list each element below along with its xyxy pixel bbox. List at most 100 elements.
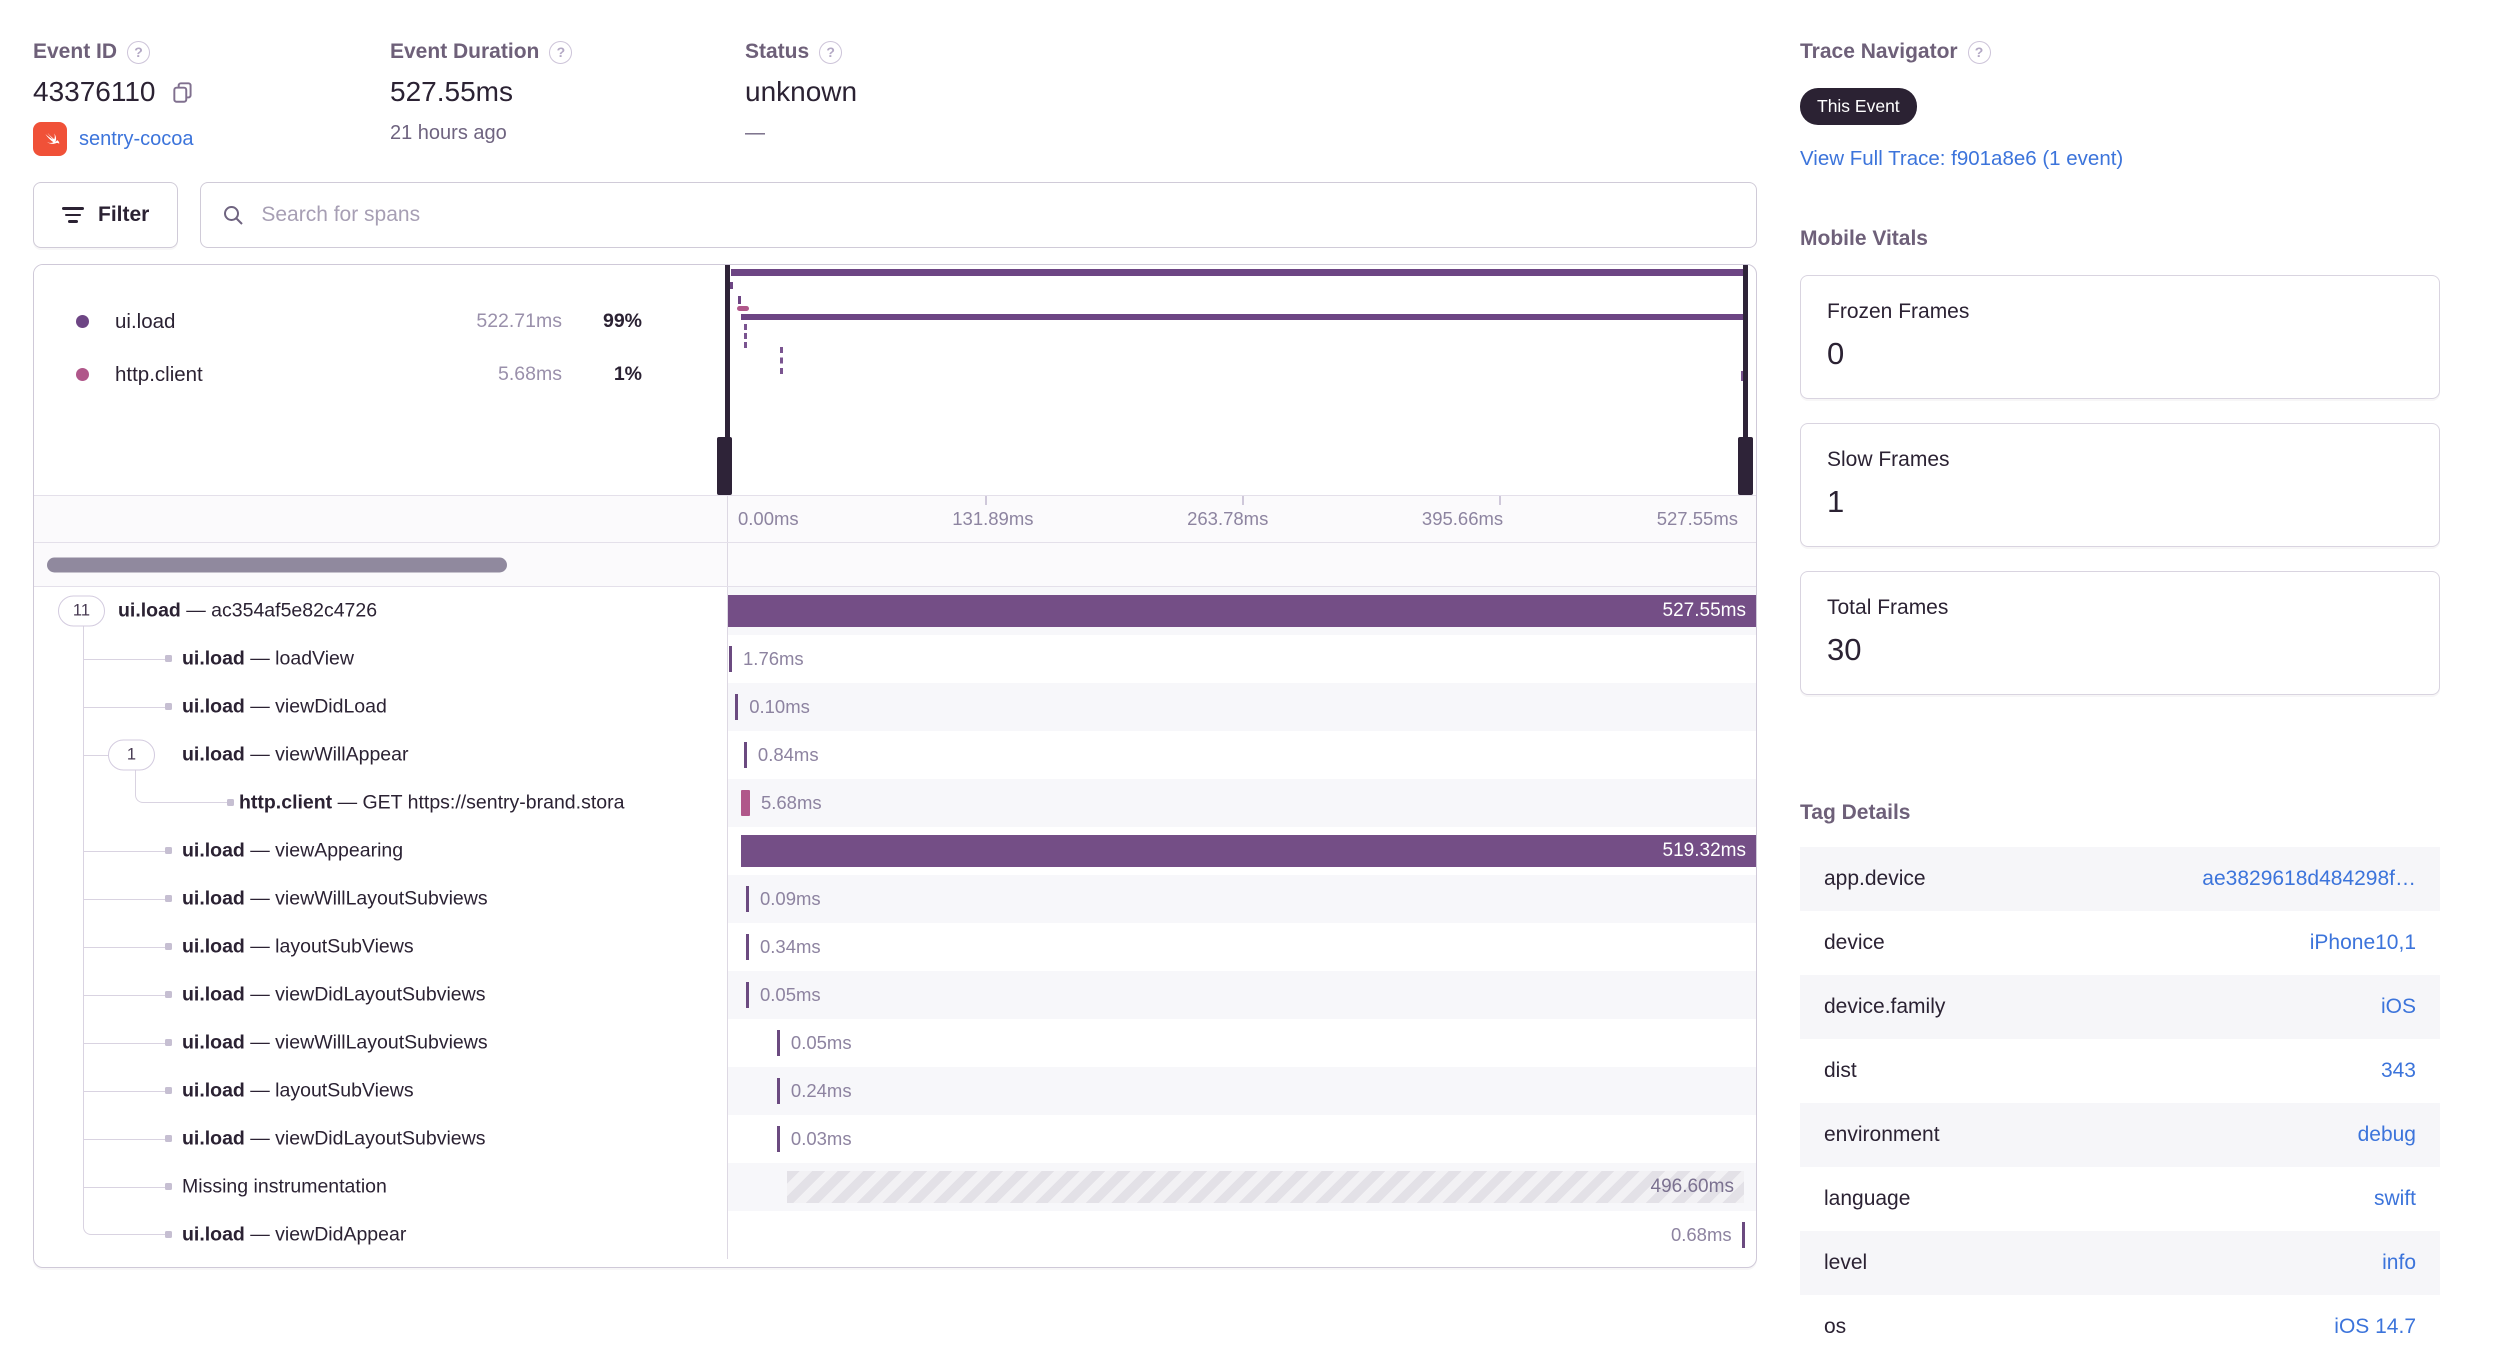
span-tree-cell[interactable]: ui.load — viewAppearing — [34, 827, 728, 875]
main-column: Event ID ? 43376110 sentry-co — [33, 22, 1757, 1268]
span-duration-bar[interactable]: 527.55ms — [728, 595, 1756, 627]
minimap-right-handle[interactable] — [1738, 265, 1753, 495]
span-row[interactable]: ui.load — layoutSubViews 0.34ms — [34, 923, 1756, 971]
legend-item: ui.load 522.71ms 99% — [76, 295, 642, 348]
tag-value-link[interactable]: iOS 14.7 — [2334, 1315, 2416, 1338]
tag-row: device.family iOS — [1800, 975, 2440, 1039]
copy-icon[interactable] — [170, 79, 196, 105]
span-duration-label: 0.05ms — [759, 984, 821, 1005]
event-id-block: Event ID ? 43376110 sentry-co — [33, 22, 390, 156]
span-bar-cell[interactable]: 0.34ms — [728, 923, 1756, 971]
span-bar-cell[interactable]: 496.60ms — [728, 1163, 1756, 1211]
span-bar-cell[interactable]: 0.09ms — [728, 875, 1756, 923]
span-duration-label: 496.60ms — [1650, 1176, 1734, 1197]
help-icon[interactable]: ? — [1967, 40, 1991, 64]
tree-node-dot — [165, 703, 172, 710]
span-tree-cell[interactable]: ui.load — loadView — [34, 635, 728, 683]
span-bar-cell[interactable]: 1.76ms — [728, 635, 1756, 683]
help-icon[interactable]: ? — [549, 40, 573, 64]
tag-value-link[interactable]: debug — [2357, 1123, 2416, 1146]
tree-node-dot — [165, 1183, 172, 1190]
tag-row: level info — [1800, 1231, 2440, 1295]
span-duration-bar[interactable]: 519.32ms — [740, 835, 1756, 867]
tree-connector — [83, 899, 165, 900]
tag-value-link[interactable]: swift — [2374, 1187, 2416, 1210]
span-search[interactable] — [200, 182, 1757, 248]
trace-navigator-title: Trace Navigator — [1800, 40, 1958, 63]
span-bar-cell[interactable]: 0.10ms — [728, 683, 1756, 731]
filter-button[interactable]: Filter — [33, 182, 179, 248]
span-count-badge[interactable]: 11 — [58, 595, 105, 627]
span-tree-cell[interactable]: ui.load — viewDidLoad — [34, 683, 728, 731]
span-row[interactable]: 1 ui.load — viewWillAppear 0.84ms — [34, 731, 1756, 779]
span-bar-cell[interactable]: 0.05ms — [728, 1019, 1756, 1067]
span-tree-cell[interactable]: ui.load — viewWillLayoutSubviews — [34, 1019, 728, 1067]
span-row[interactable]: ui.load — viewDidLayoutSubviews 0.05ms — [34, 971, 1756, 1019]
filter-icon — [62, 207, 84, 223]
missing-instrumentation-bar[interactable]: 496.60ms — [786, 1171, 1744, 1203]
trace-minimap[interactable] — [717, 265, 1753, 495]
span-row[interactable]: http.client — GET https://sentry-brand.s… — [34, 779, 1756, 827]
span-row[interactable]: ui.load — viewDidLoad 0.10ms — [34, 683, 1756, 731]
search-input[interactable] — [259, 202, 1736, 228]
tree-horizontal-scrollbar[interactable] — [47, 557, 507, 572]
span-tree-cell[interactable]: 1 ui.load — viewWillAppear — [34, 731, 728, 779]
span-duration-tick — [1741, 1222, 1745, 1248]
tree-node-dot — [165, 1039, 172, 1046]
tag-value-link[interactable]: 343 — [2380, 1059, 2416, 1082]
span-row[interactable]: 11 ui.load — ac354af5e82c4726 527.55ms — [34, 587, 1756, 635]
span-row[interactable]: ui.load — viewWillLayoutSubviews 0.09ms — [34, 875, 1756, 923]
event-age: 21 hours ago — [390, 122, 507, 144]
span-tree-cell[interactable]: http.client — GET https://sentry-brand.s… — [34, 779, 728, 827]
span-tree-cell[interactable]: Missing instrumentation — [34, 1163, 728, 1211]
span-row[interactable]: ui.load — loadView 1.76ms — [34, 635, 1756, 683]
status-label: Status — [745, 40, 810, 63]
tag-row: dist 343 — [1800, 1039, 2440, 1103]
project-link[interactable]: sentry-cocoa — [79, 127, 194, 150]
span-bar-cell[interactable]: 5.68ms — [728, 779, 1756, 827]
view-full-trace-link[interactable]: View Full Trace: f901a8e6 (1 event) — [1800, 147, 2124, 170]
help-icon[interactable]: ? — [819, 40, 843, 64]
span-row[interactable]: ui.load — viewWillLayoutSubviews 0.05ms — [34, 1019, 1756, 1067]
span-bar-cell[interactable]: 0.84ms — [728, 731, 1756, 779]
span-row[interactable]: ui.load — layoutSubViews 0.24ms — [34, 1067, 1756, 1115]
tag-value-link[interactable]: iPhone10,1 — [2309, 931, 2416, 954]
span-tree-cell[interactable]: ui.load — viewDidLayoutSubviews — [34, 971, 728, 1019]
span-tree-cell[interactable]: ui.load — viewWillLayoutSubviews — [34, 875, 728, 923]
tag-value-link[interactable]: iOS — [2380, 995, 2416, 1018]
tree-connector — [83, 1187, 165, 1188]
search-icon — [224, 206, 244, 225]
minimap-left-handle[interactable] — [717, 265, 732, 495]
span-bar-cell[interactable]: 0.03ms — [728, 1115, 1756, 1163]
tag-key: dist — [1824, 1059, 1857, 1082]
span-bar-cell[interactable]: 0.68ms — [728, 1211, 1756, 1259]
tag-value-link[interactable]: ae3829618d484298f… — [2202, 867, 2416, 890]
span-label: ui.load — layoutSubViews — [182, 935, 414, 958]
help-icon[interactable]: ? — [127, 40, 151, 64]
span-row[interactable]: Missing instrumentation 496.60ms — [34, 1163, 1756, 1211]
timeline-axis: 0.00ms 131.89ms 263.78ms 395.66ms 527.55ms — [728, 496, 1756, 542]
tree-connector — [83, 947, 165, 948]
tag-row: os iOS 14.7 — [1800, 1295, 2440, 1359]
span-bar-cell[interactable]: 0.24ms — [728, 1067, 1756, 1115]
legend-op-name: ui.load — [115, 309, 176, 333]
span-duration-label: 0.84ms — [757, 744, 819, 765]
span-row[interactable]: ui.load — viewDidLayoutSubviews 0.03ms — [34, 1115, 1756, 1163]
span-bar-cell[interactable]: 519.32ms — [728, 827, 1756, 875]
tag-value-link[interactable]: info — [2382, 1251, 2416, 1274]
span-tree-cell[interactable]: ui.load — viewDidLayoutSubviews — [34, 1115, 728, 1163]
span-row[interactable]: ui.load — viewDidAppear 0.68ms — [34, 1211, 1756, 1259]
span-tree-cell[interactable]: ui.load — layoutSubViews — [34, 923, 728, 971]
span-duration-label: 0.03ms — [790, 1128, 852, 1149]
span-bar-cell[interactable]: 0.05ms — [728, 971, 1756, 1019]
span-duration-tick — [743, 742, 747, 768]
span-count-badge[interactable]: 1 — [108, 739, 155, 771]
swift-platform-icon — [33, 122, 67, 156]
span-row[interactable]: ui.load — viewAppearing 519.32ms — [34, 827, 1756, 875]
span-tree-cell[interactable]: ui.load — viewDidAppear — [34, 1211, 728, 1259]
tag-row: app.device ae3829618d484298f… — [1800, 847, 2440, 911]
tree-connector — [83, 755, 108, 756]
span-tree-cell[interactable]: 11 ui.load — ac354af5e82c4726 — [34, 587, 728, 635]
span-bar-cell[interactable]: 527.55ms — [728, 587, 1756, 635]
span-tree-cell[interactable]: ui.load — layoutSubViews — [34, 1067, 728, 1115]
